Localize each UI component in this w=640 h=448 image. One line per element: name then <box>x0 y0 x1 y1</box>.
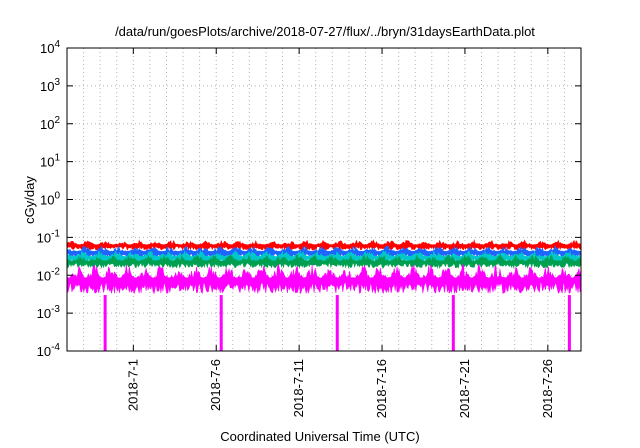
x-tick-label: 2018-7-1 <box>125 359 140 411</box>
x-axis-label: Coordinated Universal Time (UTC) <box>220 429 419 444</box>
y-tick-label: 100 <box>40 191 60 208</box>
x-tick-label: 2018-7-26 <box>540 359 555 418</box>
x-tick-label: 2018-7-21 <box>457 359 472 418</box>
x-tick-label: 2018-7-11 <box>291 359 306 417</box>
dropout-spike <box>567 295 571 351</box>
series-layer <box>66 239 582 351</box>
y-tick-label: 10-3 <box>37 304 61 321</box>
x-tick-label: 2018-7-16 <box>374 359 389 418</box>
series-band <box>66 239 582 251</box>
dropout-spike <box>103 295 107 351</box>
y-tick-label: 101 <box>40 153 60 170</box>
y-axis-label: cGy/day <box>22 176 37 224</box>
chart-title: /data/run/goesPlots/archive/2018-07-27/f… <box>115 24 535 39</box>
dropout-spike <box>335 295 339 351</box>
x-tick-label: 2018-7-6 <box>208 359 223 411</box>
dropout-spike <box>219 295 223 351</box>
y-tick-label: 10-4 <box>37 342 61 359</box>
y-tick-label: 103 <box>40 77 60 94</box>
y-tick-label: 102 <box>40 115 60 132</box>
y-tick-label: 10-1 <box>37 228 61 245</box>
series-band <box>66 263 582 295</box>
y-tick-label: 104 <box>40 39 60 56</box>
y-tick-label: 10-2 <box>37 266 61 283</box>
grid <box>67 48 581 351</box>
x-axis: 2018-7-1 2018-7-6 2018-7-11 2018-7-16 2018-7… <box>125 48 555 418</box>
dropout-spike <box>451 295 455 351</box>
